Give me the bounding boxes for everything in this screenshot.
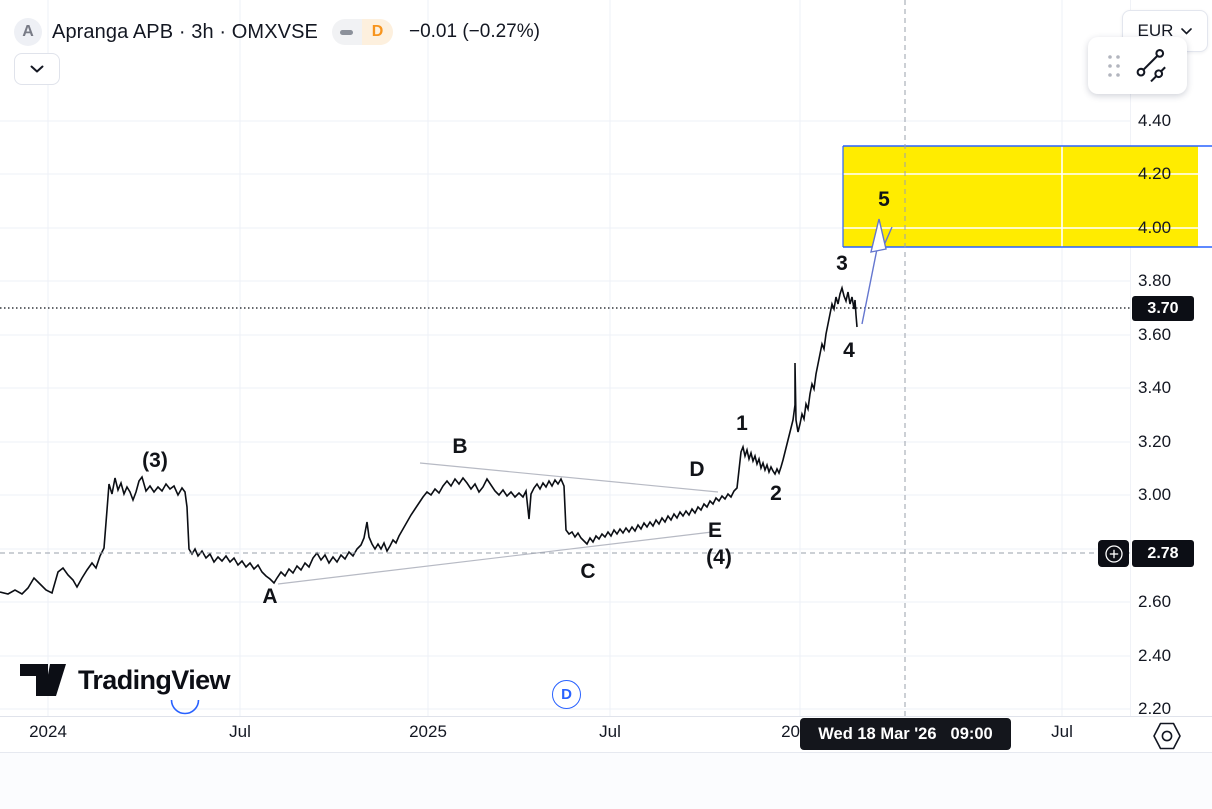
symbol-title[interactable]: Apranga APB · 3h · OMXVSE [52,20,318,43]
wave-label-4: (4) [706,546,732,569]
time-tick-label: Jul [1051,722,1073,741]
status-dash-segment [331,19,362,45]
dividend-status-letter: D [361,19,393,45]
wave-label-A: A [262,585,278,608]
price-tick-label: 4.40 [1138,111,1172,130]
time-tick-label: 2025 [409,722,447,741]
wave-label-4: 4 [843,339,855,362]
crosshair-price-badge: 2.78 [1132,540,1194,567]
trendline[interactable] [419,462,719,493]
price-tick-label: 3.60 [1138,325,1172,344]
bottom-strip [0,753,1212,809]
trendline[interactable] [277,531,713,585]
plus-circle-icon [1104,544,1123,563]
arrow-tick-mark [884,226,893,244]
wave-label-E: E [707,519,723,542]
wave-label-5: 5 [878,188,890,211]
bottom-separator [0,752,1212,753]
dividend-marker-arc[interactable] [170,699,200,715]
expand-symbol-button[interactable] [14,53,60,85]
symbol-avatar[interactable]: A [14,18,42,46]
chevron-down-icon [1181,27,1193,35]
wave-label-1: 1 [736,412,748,435]
market-status-badge[interactable]: D [331,19,393,45]
time-tick-label: 2024 [29,722,67,741]
tradingview-logo-text: TradingView [78,664,231,695]
price-axis-separator [1130,0,1131,716]
price-series-path [0,285,858,595]
dash-icon [340,29,354,35]
chevron-down-icon [30,65,44,73]
wave-label-B: B [452,435,468,458]
trend-line-tool-icon[interactable] [1133,48,1169,84]
floating-drawing-toolbar[interactable] [1088,37,1187,94]
price-tick-label: 3.80 [1138,271,1172,290]
currency-label: EUR [1137,21,1174,40]
wave-label-D: D [689,458,705,481]
wave-label-C: C [580,560,596,583]
price-tick-label: 2.60 [1138,592,1172,611]
price-tick-label: 3.20 [1138,432,1172,451]
add-alert-plus-button[interactable] [1098,540,1129,567]
wave-label-3: (3) [142,449,168,472]
price-tick-label: 2.40 [1138,646,1172,665]
wave-label-2: 2 [770,482,782,505]
wave5-projection-arrow[interactable] [861,243,879,325]
price-tick-label: 4.20 [1138,164,1172,183]
target-zone-rectangle[interactable] [843,146,1198,247]
price-change: −0.01 (−0.27%) [408,21,540,42]
time-axis-settings-button[interactable] [1151,721,1183,756]
gear-icon [1153,722,1181,750]
time-tick-label: Jul [229,722,251,741]
tradingview-logo-icon [20,664,66,696]
arrowhead-icon [870,218,887,253]
crosshair-time-badge: Wed 18 Mar '26 09:00 [800,718,1011,750]
time-axis-separator [0,716,1212,717]
time-tick-label: Jul [599,722,621,741]
price-tick-label: 2.20 [1138,699,1172,718]
crosshair-date: Wed 18 Mar '26 [818,724,937,743]
dividend-marker-letter: D [561,686,572,703]
last-price-badge: 3.70 [1132,296,1194,321]
tradingview-logo[interactable]: TradingView [20,664,231,696]
price-tick-label: 3.40 [1138,378,1172,397]
price-tick-label: 4.00 [1138,218,1172,237]
wave-label-3: 3 [836,252,848,275]
symbol-header: A Apranga APB · 3h · OMXVSE D −0.01 (−0.… [14,18,540,46]
crosshair-clock: 09:00 [950,724,993,743]
drag-handle-icon[interactable] [1107,53,1121,79]
dividend-marker[interactable]: D [552,680,581,709]
price-tick-label: 3.00 [1138,485,1172,504]
